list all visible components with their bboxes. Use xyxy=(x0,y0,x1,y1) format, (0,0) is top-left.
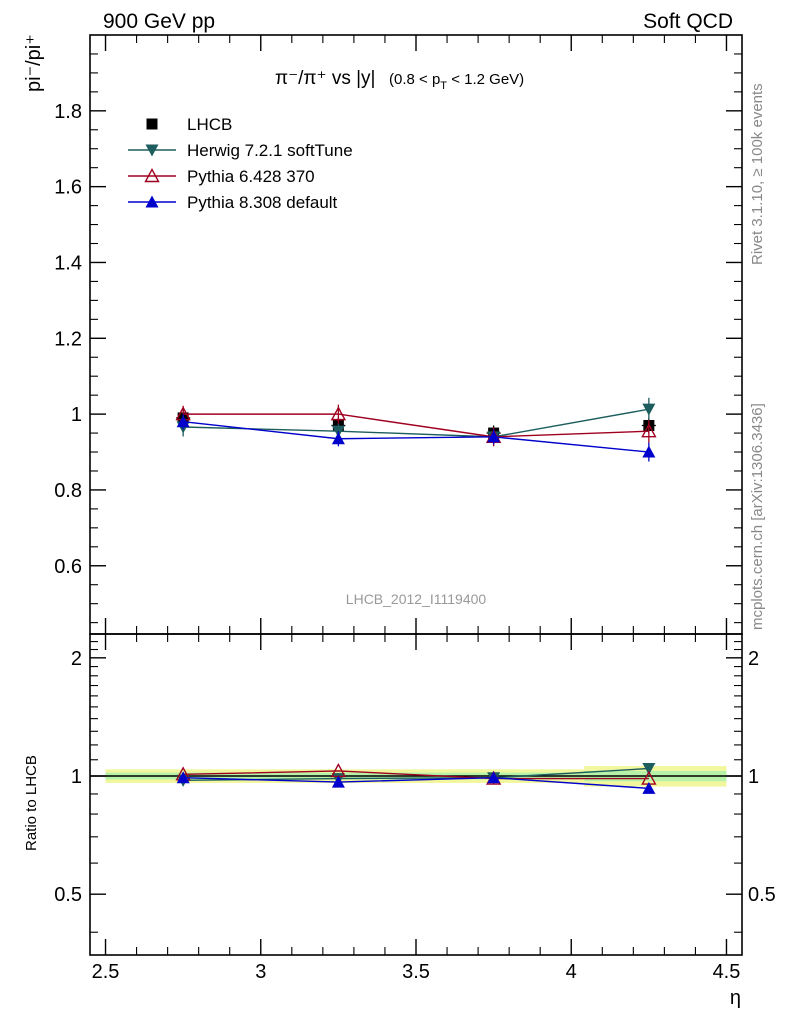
series-pythia-6-428-370 xyxy=(175,404,657,447)
main-series-layer xyxy=(175,397,657,462)
ratio-y-tick-label-right: 2 xyxy=(748,648,759,670)
series-line xyxy=(183,413,649,438)
legend-label: Pythia 8.308 default xyxy=(187,193,338,212)
ratio-y-tick-label: 0.5 xyxy=(54,884,82,906)
ratio-series-pythia-8-308-default xyxy=(176,771,656,794)
svg-text:(0.8 < pT < 1.2 GeV): (0.8 < pT < 1.2 GeV) xyxy=(389,71,524,92)
data-point xyxy=(487,430,501,443)
plot-title-range-tail: < 1.2 GeV) xyxy=(447,71,524,88)
main-y-axis-label: pi⁻/pi⁺ xyxy=(23,34,45,92)
data-point xyxy=(642,403,656,416)
source-info-label: mcplots.cern.ch [arXiv:1306.3436] xyxy=(749,403,766,630)
main-y-tick-label: 0.6 xyxy=(54,556,82,578)
x-tick-label: 3 xyxy=(255,961,266,983)
legend-entry-pythia-8-308-default: Pythia 8.308 default xyxy=(128,193,338,212)
data-point xyxy=(642,445,656,458)
plot-title: π⁻/π⁺ vs |y| (0.8 < pT < 1.2 GeV) xyxy=(275,68,524,92)
ratio-data-point xyxy=(487,771,501,784)
x-tick-label: 4 xyxy=(566,961,577,983)
x-tick-label: 4.5 xyxy=(713,961,741,983)
legend-label: LHCB xyxy=(187,115,232,134)
data-point xyxy=(176,415,190,428)
main-y-tick-label: 1.6 xyxy=(54,177,82,199)
data-point xyxy=(330,406,347,421)
legend-marker xyxy=(145,144,159,157)
ratio-y-tick-label: 1 xyxy=(71,766,82,788)
header-left-label: 900 GeV pp xyxy=(103,10,215,33)
ratio-panel-frame xyxy=(89,633,743,956)
header-right-label: Soft QCD xyxy=(643,10,733,33)
ratio-series-line xyxy=(183,777,649,790)
analysis-watermark: LHCB_2012_I1119400 xyxy=(346,591,487,607)
main-y-tick-label: 0.8 xyxy=(54,480,82,502)
legend: LHCB Herwig 7.2.1 softTune Pythia 6.428 37… xyxy=(128,115,353,212)
series-line xyxy=(183,421,649,453)
legend-label: Pythia 6.428 370 xyxy=(187,167,315,186)
x-tick-label: 3.5 xyxy=(402,961,430,983)
ratio-data-point xyxy=(331,775,345,788)
plot-title-main: π⁻/π⁺ vs |y| xyxy=(275,68,375,89)
series-line xyxy=(183,408,649,438)
legend-entry-herwig-7-2-1-softtune: Herwig 7.2.1 softTune xyxy=(128,141,353,160)
ratio-series-line xyxy=(183,770,649,780)
legend-marker xyxy=(146,118,158,130)
ratio-data-point xyxy=(642,763,656,776)
axis-ticks: 0.6 0.8 1 1.2 1.4 1.6 1.8 2.5 3 3.5 4 4.5 0.5 0.5 1 1 2 2 xyxy=(54,35,776,983)
ratio-y-axis-label: Ratio to LHCB xyxy=(23,755,40,851)
legend-entry-pythia-6-428-370: Pythia 6.428 370 xyxy=(128,167,315,186)
main-y-tick-label: 1.8 xyxy=(54,101,82,123)
x-tick-label: 2.5 xyxy=(92,961,120,983)
plot-title-range: (0.8 < p xyxy=(389,71,440,88)
rivet-info-label: Rivet 3.1.10, ≥ 100k events xyxy=(749,83,766,265)
plot-title-range-sub: T xyxy=(440,80,447,92)
ratio-series-layer xyxy=(175,762,657,794)
main-y-tick-label: 1.4 xyxy=(54,252,82,274)
data-point xyxy=(641,423,657,438)
legend-marker xyxy=(144,168,160,183)
series-pythia-8-308-default xyxy=(176,414,656,462)
ratio-y-tick-label-right: 0.5 xyxy=(748,884,776,906)
legend-label: Herwig 7.2.1 softTune xyxy=(187,141,353,160)
legend-entry-lhcb: LHCB xyxy=(146,115,232,134)
data-point xyxy=(331,432,345,445)
ratio-y-tick-label-right: 1 xyxy=(748,766,759,788)
main-y-tick-label: 1.2 xyxy=(54,328,82,350)
ratio-y-tick-label: 2 xyxy=(71,648,82,670)
main-y-tick-label: 1 xyxy=(71,404,82,426)
ratio-data-point xyxy=(176,771,190,784)
ratio-data-point xyxy=(642,781,656,794)
x-axis-label: η xyxy=(730,987,741,1009)
legend-marker xyxy=(145,195,159,208)
